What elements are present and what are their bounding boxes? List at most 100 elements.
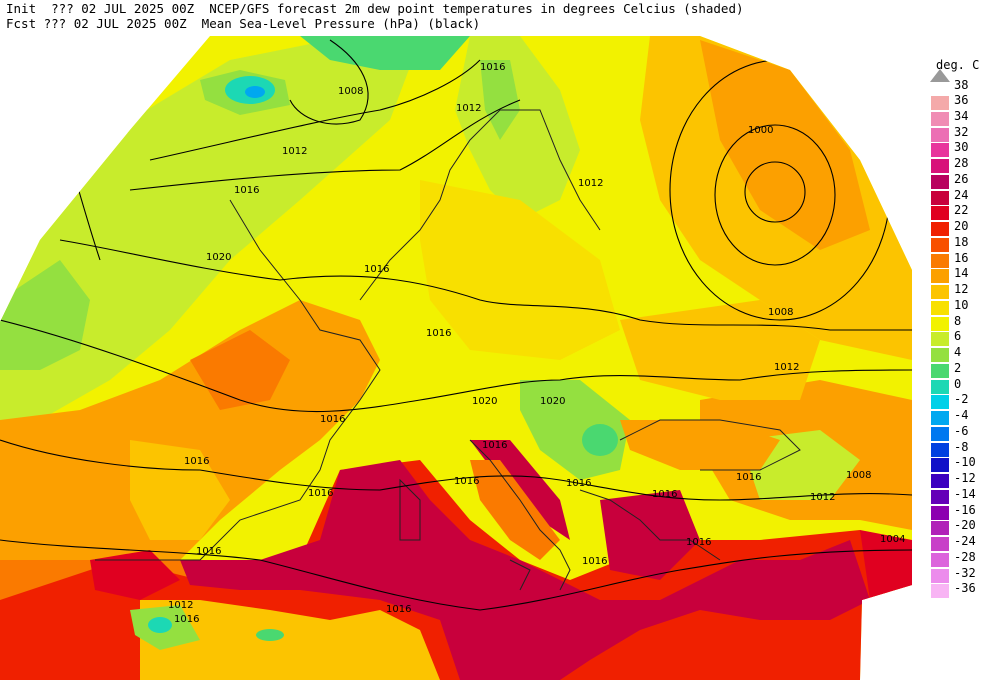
legend-unit: deg. C — [936, 58, 980, 72]
dewpoint-map: 1008 1012 1016 1020 1016 1016 1016 1016 … — [0, 36, 912, 680]
isobar-label: 1012 — [810, 492, 835, 503]
legend-swatch — [931, 316, 949, 331]
legend-swatch — [931, 395, 949, 410]
legend-label: 28 — [954, 156, 969, 170]
legend-swatch — [931, 584, 949, 599]
isobar-label: 1012 — [578, 178, 603, 189]
legend-swatch — [931, 159, 949, 173]
legend-label: 26 — [954, 171, 969, 186]
isobar-label: 1016 — [196, 546, 221, 557]
legend-swatch — [931, 143, 949, 158]
map-header: Init ??? 02 JUL 2025 00Z NCEP/GFS foreca… — [6, 1, 744, 31]
legend-swatch — [931, 537, 949, 551]
isobar-label: 1016 — [184, 456, 209, 467]
legend-swatch — [931, 96, 949, 110]
isobar-label: 1016 — [386, 604, 411, 615]
legend-max-arrow — [930, 69, 950, 82]
isobar-label: 1016 — [582, 556, 607, 567]
legend-swatch — [931, 489, 949, 504]
legend-swatch — [931, 411, 949, 425]
legend-label: 32 — [954, 124, 969, 139]
isobar-labels: 1008 1012 1016 1020 1016 1016 1016 1016 … — [168, 62, 905, 625]
coastlines — [95, 109, 801, 591]
legend-swatch — [931, 206, 949, 221]
isobar-label: 1012 — [168, 600, 193, 611]
isobar-label: 1004 — [880, 534, 905, 545]
isobar-label: 1016 — [482, 440, 507, 451]
isobar-label: 1020 — [472, 396, 497, 407]
legend-swatch — [931, 269, 949, 284]
shaded-field — [0, 36, 912, 680]
legend-label: -12 — [954, 471, 976, 485]
legend-label: -10 — [954, 455, 976, 470]
legend-swatch — [931, 174, 949, 189]
legend-swatch — [931, 505, 949, 520]
fcst-line: Fcst ??? 02 JUL 2025 00Z Mean Sea-Level … — [6, 16, 481, 31]
legend-label: 14 — [954, 266, 969, 281]
legend-swatch — [931, 300, 949, 315]
legend-label: -14 — [954, 486, 976, 501]
isobar-label: 1016 — [364, 264, 389, 275]
legend-label: 34 — [954, 108, 969, 123]
legend-swatch — [931, 521, 949, 536]
isobars — [0, 39, 912, 611]
legend-label: 2 — [954, 360, 962, 375]
legend-swatch — [931, 237, 949, 252]
isobar-label: 1016 — [480, 62, 505, 73]
legend-label: 18 — [954, 234, 969, 249]
isobar-label: 1008 — [846, 470, 871, 481]
isobar-label: 1016 — [174, 614, 199, 625]
isobar-label: 1020 — [206, 252, 231, 263]
legend-label: -8 — [954, 439, 969, 454]
legend-swatch — [931, 379, 949, 394]
legend-label: 16 — [954, 250, 969, 265]
legend-label: 30 — [954, 140, 969, 155]
isobar-label: 1016 — [320, 414, 345, 425]
isobar-label: 1016 — [652, 489, 677, 500]
legend-label: 10 — [954, 297, 969, 312]
init-line: Init ??? 02 JUL 2025 00Z NCEP/GFS foreca… — [6, 1, 744, 16]
isobar-label: 1012 — [456, 103, 481, 114]
legend-label: 4 — [954, 345, 962, 359]
legend-swatch — [931, 474, 949, 488]
legend-label: 36 — [954, 93, 969, 107]
legend-swatch — [931, 442, 949, 457]
legend-swatch — [931, 222, 949, 236]
legend-swatch — [931, 127, 949, 142]
legend-label: 24 — [954, 187, 969, 202]
isobar-label: 1016 — [686, 537, 711, 548]
isobar-label: 1008 — [338, 86, 363, 97]
legend-swatch — [931, 348, 949, 362]
legend-max-label: 38 — [954, 78, 969, 92]
legend-swatch — [931, 568, 949, 583]
legend-label: -4 — [954, 408, 969, 422]
isobar-label: 1016 — [454, 476, 479, 487]
legend-swatch — [931, 111, 949, 126]
legend-label: 8 — [954, 313, 962, 328]
isobar-label: 1000 — [748, 125, 773, 136]
isobar-label: 1016 — [566, 478, 591, 489]
legend-label: -16 — [954, 502, 976, 517]
legend-swatch — [931, 426, 949, 441]
legend-label: -36 — [954, 581, 976, 596]
legend-swatch — [931, 253, 949, 268]
isobar-label: 1012 — [282, 146, 307, 157]
legend-swatch — [931, 458, 949, 473]
legend-label: 12 — [954, 282, 969, 296]
isobar-label: 1008 — [768, 307, 793, 318]
isobar-label: 1016 — [234, 185, 259, 196]
legend-label: -32 — [954, 565, 976, 580]
legend-swatch — [931, 285, 949, 299]
isobar-label: 1020 — [540, 396, 565, 407]
isobar-label: 1012 — [774, 362, 799, 373]
isobar-label: 1016 — [308, 488, 333, 499]
legend-swatch — [931, 552, 949, 567]
legend-swatch — [931, 190, 949, 205]
legend-label: -2 — [954, 392, 969, 407]
legend-label: 20 — [954, 219, 969, 233]
isobar-label: 1016 — [736, 472, 761, 483]
legend-label: -6 — [954, 423, 969, 438]
legend-label: -24 — [954, 534, 976, 548]
legend-swatch — [931, 332, 949, 347]
legend-swatch — [931, 363, 949, 378]
